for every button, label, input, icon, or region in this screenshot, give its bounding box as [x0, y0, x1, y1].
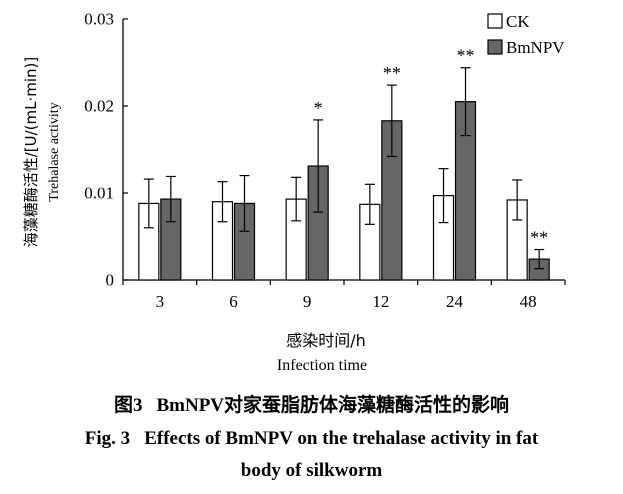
significance-marker: *: [314, 98, 323, 118]
caption-text-cn: BmNPV对家蚕脂肪体海藻糖酶活性的影响: [156, 395, 510, 416]
y-tick-label: 0.03: [84, 10, 114, 29]
chart-labels: 海藻糖酶活性/[U/(mL·min)] Trehalase activity 感…: [22, 57, 367, 374]
chart-axes: 0 0.01 0.02 0.03 3 6 9 12 24 48: [84, 10, 566, 311]
significance-marker: **: [383, 63, 401, 83]
x-axis-label-en: Infection time: [277, 357, 367, 374]
x-tick-label: 3: [156, 292, 165, 311]
chart-legend: CK BmNPV: [487, 12, 565, 57]
trehalase-chart: 00.010.020.033 6 9 12 24 48 ******* 海藻糖酶活性/[U…: [22, 10, 566, 374]
figure-caption-cn: 图3 BmNPV对家蚕脂肪体海藻糖酶活性的影响: [0, 390, 623, 417]
y-axis-label-cn: 海藻糖酶活性/[U/(mL·min)]: [22, 57, 40, 248]
significance-marker: **: [530, 228, 548, 248]
legend-label-bmnpv: BmNPV: [506, 38, 565, 57]
chart-bars: *******: [138, 46, 550, 281]
caption-label-en: Fig. 3: [84, 428, 131, 449]
figure-caption-en-line2: body of silkworm: [0, 460, 623, 482]
x-tick-label: 9: [303, 292, 312, 311]
y-tick-label: 0.01: [84, 184, 114, 203]
caption-label-cn: 图3: [113, 395, 143, 416]
legend-label-ck: CK: [506, 12, 530, 31]
figure-caption-en: Fig. 3 Effects of BmNPV on the trehalase …: [0, 428, 623, 450]
x-axis-label-cn: 感染时间/h: [286, 331, 366, 350]
significance-marker: **: [457, 46, 475, 66]
y-axis-label-en: Trehalase activity: [47, 102, 62, 201]
caption-text-en-line2: body of silkworm: [240, 460, 383, 481]
legend-swatch-bmnpv: [487, 39, 503, 55]
x-tick-label: 6: [229, 292, 238, 311]
x-tick-label: 24: [446, 292, 464, 311]
y-tick-label: 0: [106, 271, 115, 290]
x-tick-label: 48: [520, 292, 537, 311]
caption-text-en-line1: Effects of BmNPV on the trehalase activi…: [144, 428, 539, 449]
x-tick-label: 12: [372, 292, 389, 311]
y-tick-label: 0.02: [84, 97, 114, 116]
legend-swatch-ck: [487, 13, 503, 29]
